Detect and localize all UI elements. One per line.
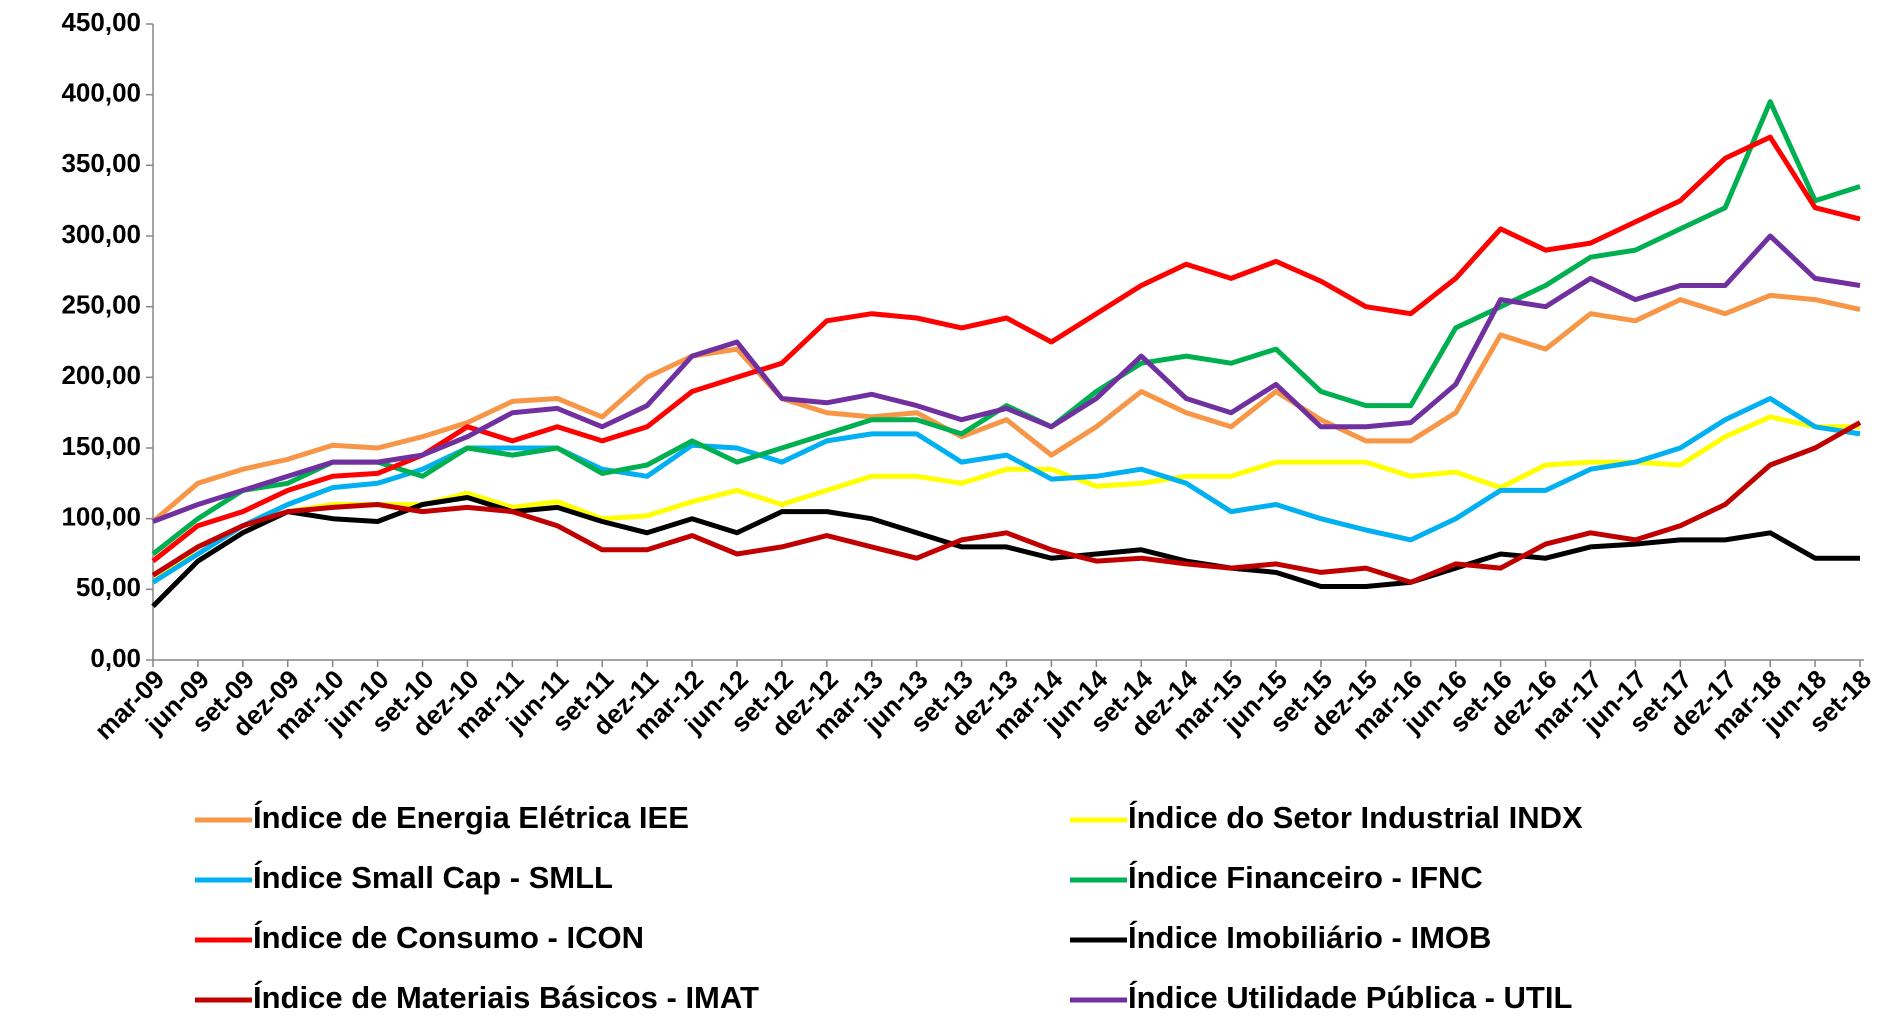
y-tick-label: 200,00 bbox=[61, 360, 141, 390]
y-tick-label: 300,00 bbox=[61, 219, 141, 249]
y-tick-label: 0,00 bbox=[90, 643, 141, 673]
y-tick-label: 250,00 bbox=[61, 290, 141, 320]
series-line bbox=[151, 495, 1860, 609]
y-tick-label: 100,00 bbox=[61, 502, 141, 532]
y-tick-label: 400,00 bbox=[61, 78, 141, 108]
series-line bbox=[151, 396, 1861, 585]
series-line bbox=[152, 233, 1861, 524]
legend-label: Índice Financeiro - IFNC bbox=[1128, 860, 1483, 895]
legend-label: Índice do Setor Industrial INDX bbox=[1128, 800, 1583, 835]
series-line bbox=[151, 99, 1861, 556]
series-line bbox=[151, 134, 1861, 564]
legend-label: Índice de Materiais Básicos - IMAT bbox=[253, 980, 759, 1015]
legend-label: Índice Utilidade Pública - UTIL bbox=[1128, 980, 1572, 1015]
y-tick-label: 350,00 bbox=[61, 148, 141, 178]
legend-label: Índice Small Cap - SMLL bbox=[253, 860, 613, 895]
y-tick-label: 450,00 bbox=[61, 7, 141, 37]
legend-label: Índice de Energia Elétrica IEE bbox=[253, 800, 689, 835]
legend-label: Índice de Consumo - ICON bbox=[253, 920, 644, 955]
series-line bbox=[151, 420, 1862, 585]
y-tick-label: 50,00 bbox=[76, 572, 141, 602]
y-tick-label: 150,00 bbox=[61, 431, 141, 461]
series-line bbox=[151, 292, 1861, 524]
legend-label: Índice Imobiliário - IMOB bbox=[1128, 920, 1491, 955]
